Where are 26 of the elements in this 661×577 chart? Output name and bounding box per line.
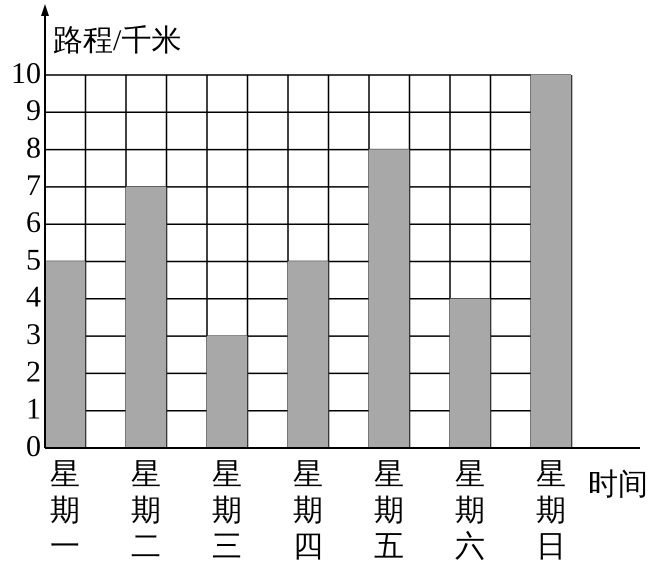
y-tick-label: 5 <box>26 243 41 276</box>
x-tick-label: 星期六 <box>455 458 485 563</box>
y-tick-label: 2 <box>26 355 41 388</box>
y-tick-label: 3 <box>26 318 41 351</box>
y-tick-label: 8 <box>26 131 41 164</box>
x-tick-label: 星期一 <box>50 458 80 563</box>
x-tick-label: 星期五 <box>374 458 404 563</box>
x-tick-label: 星期四 <box>293 458 323 563</box>
x-tick-label: 星期三 <box>212 458 242 563</box>
y-tick-label: 6 <box>26 206 41 240</box>
bar <box>206 336 248 448</box>
y-tick-label: 9 <box>26 94 41 128</box>
y-axis-title: 路程/千米 <box>53 24 182 57</box>
bar <box>288 261 328 448</box>
x-tick-label: 星期二 <box>131 458 161 563</box>
y-tick-label: 4 <box>26 280 41 314</box>
y-tick-label: 7 <box>26 168 41 202</box>
bar <box>44 261 86 448</box>
bar <box>126 186 166 448</box>
x-axis-title: 时间 <box>588 468 648 501</box>
y-tick-label: 0 <box>26 430 41 463</box>
y-tick-label: 1 <box>26 392 41 426</box>
bar <box>368 149 410 448</box>
y-tick-label: 10 <box>11 56 41 90</box>
x-tick-label: 星期日 <box>536 458 566 563</box>
bar <box>450 298 490 448</box>
